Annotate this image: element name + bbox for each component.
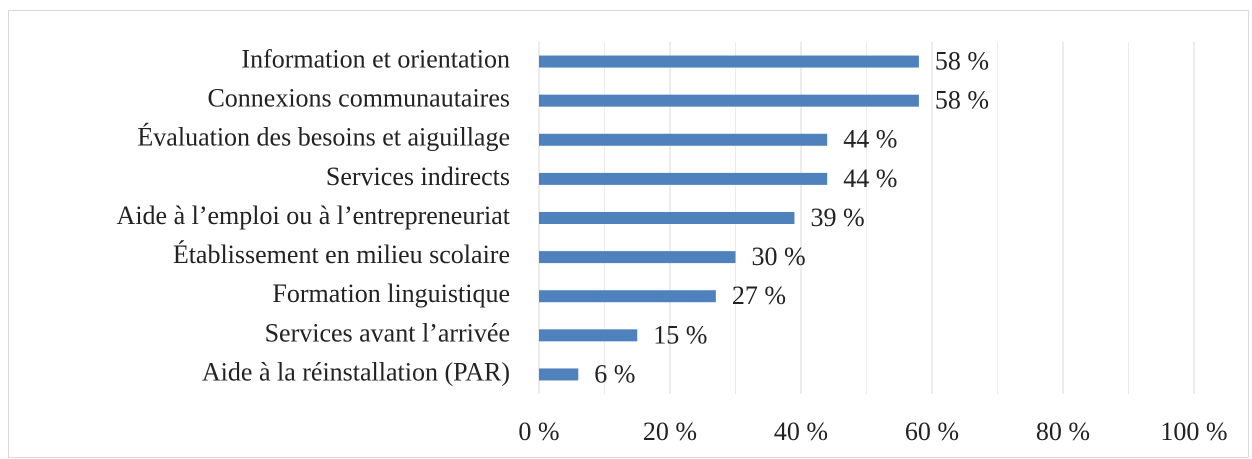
value-label: 6 % <box>594 359 635 388</box>
y-tick-label: Formation linguistique <box>272 279 510 308</box>
value-label: 39 % <box>810 203 864 232</box>
y-tick-label: Services avant l’arrivée <box>265 318 510 347</box>
chart-frame <box>8 10 1249 458</box>
bar <box>539 94 919 107</box>
bar <box>539 172 828 185</box>
value-label: 58 % <box>935 47 989 76</box>
x-tick-label: 60 % <box>905 417 959 446</box>
y-tick-label: Services indirects <box>326 162 510 191</box>
y-tick-label: Aide à la réinstallation (PAR) <box>202 357 510 386</box>
y-tick-label: Connexions communautaires <box>207 84 510 113</box>
y-tick-label: Aide à l’emploi ou à l’entrepreneuriat <box>117 201 511 230</box>
bar <box>539 133 828 146</box>
y-tick-label: Information et orientation <box>241 45 510 74</box>
value-label: 27 % <box>732 281 786 310</box>
bar <box>539 251 736 264</box>
y-tick-label: Établissement en milieu scolaire <box>173 240 510 269</box>
value-label: 58 % <box>935 86 989 115</box>
x-tick-label: 100 % <box>1160 417 1227 446</box>
bar <box>539 212 795 224</box>
value-label: 30 % <box>752 242 806 271</box>
y-tick-label: Évaluation des besoins et aiguillage <box>137 123 510 152</box>
x-tick-label: 40 % <box>774 417 828 446</box>
bar <box>539 368 579 381</box>
value-label: 15 % <box>653 320 707 349</box>
value-label: 44 % <box>843 164 897 193</box>
x-tick-label: 0 % <box>518 417 559 446</box>
x-tick-label: 20 % <box>643 417 697 446</box>
bar <box>539 290 716 303</box>
value-label: 44 % <box>843 125 897 154</box>
x-tick-label: 80 % <box>1036 417 1090 446</box>
bar <box>539 329 638 342</box>
bar <box>539 55 919 68</box>
